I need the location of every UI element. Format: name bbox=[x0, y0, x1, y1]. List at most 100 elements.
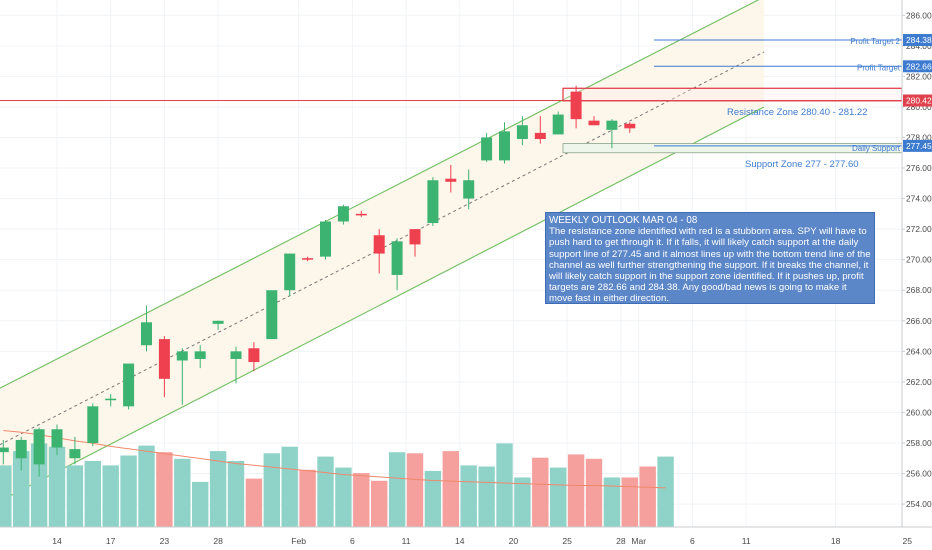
candle-body[interactable] bbox=[248, 348, 260, 363]
candle-body[interactable] bbox=[552, 114, 564, 135]
candle[interactable] bbox=[552, 111, 564, 135]
note-body: The resistance zone identified with red … bbox=[549, 226, 871, 304]
candle-body[interactable] bbox=[230, 351, 242, 359]
candle[interactable] bbox=[373, 229, 385, 274]
candle-body[interactable] bbox=[516, 125, 528, 140]
volume-bar bbox=[621, 477, 638, 527]
candle-body[interactable] bbox=[409, 229, 421, 245]
candle-body[interactable] bbox=[105, 398, 117, 401]
candle[interactable] bbox=[194, 345, 206, 369]
candle-body[interactable] bbox=[87, 406, 99, 443]
candle[interactable] bbox=[0, 439, 9, 465]
candle-body[interactable] bbox=[463, 180, 475, 199]
weekly-outlook-note[interactable]: WEEKLY OUTLOOK MAR 04 - 08 The resistanc… bbox=[545, 212, 875, 304]
volume-bar bbox=[317, 456, 334, 527]
volume-bar bbox=[209, 451, 227, 527]
candle-body[interactable] bbox=[391, 241, 403, 275]
time-axis[interactable]: 14 17 23 28 Feb 6 11 14 20 25 28 Mar 6 11 18 25 bbox=[0, 526, 932, 546]
candle-body[interactable] bbox=[481, 137, 493, 161]
volume-bar bbox=[263, 453, 280, 527]
candle-body[interactable] bbox=[445, 178, 457, 182]
resistance-zone[interactable] bbox=[562, 87, 903, 102]
candle-body[interactable] bbox=[373, 235, 385, 254]
candle-body[interactable] bbox=[588, 120, 600, 126]
candle[interactable] bbox=[284, 253, 296, 297]
candle-body[interactable] bbox=[606, 120, 618, 130]
candle-body[interactable] bbox=[499, 131, 510, 161]
volume-bars bbox=[0, 443, 674, 527]
candle-body[interactable] bbox=[355, 213, 367, 216]
candle[interactable] bbox=[230, 346, 242, 384]
candle[interactable] bbox=[355, 210, 367, 217]
annotations[interactable]: Profit Target 2 Profit Target Resistance Z… bbox=[727, 37, 901, 170]
candle-body[interactable] bbox=[284, 253, 296, 291]
candle[interactable] bbox=[212, 320, 224, 330]
candle-body[interactable] bbox=[194, 351, 206, 359]
price-tick-label: 272.00 bbox=[906, 224, 932, 234]
candle-body[interactable] bbox=[427, 180, 439, 224]
candle[interactable] bbox=[409, 229, 421, 257]
time-tick-label: 11 bbox=[402, 536, 411, 546]
candle-body[interactable] bbox=[337, 206, 349, 222]
candle[interactable] bbox=[69, 436, 81, 465]
candle-body[interactable] bbox=[33, 429, 45, 465]
candle[interactable] bbox=[123, 363, 135, 410]
candles[interactable] bbox=[0, 85, 636, 477]
candle[interactable] bbox=[337, 204, 349, 225]
support-zone-label: Support Zone 277 - 277.60 bbox=[745, 159, 859, 170]
price-tick-label: 260.00 bbox=[906, 407, 932, 417]
candle[interactable] bbox=[15, 436, 27, 471]
time-tick-label: 20 bbox=[509, 536, 519, 546]
candle-body[interactable] bbox=[51, 429, 63, 448]
moving-average-line bbox=[3, 429, 666, 489]
candle[interactable] bbox=[391, 238, 403, 291]
candle-body[interactable] bbox=[266, 290, 278, 340]
candle-body[interactable] bbox=[158, 339, 170, 379]
candle[interactable] bbox=[266, 290, 278, 340]
candle[interactable] bbox=[427, 177, 439, 227]
candle-body[interactable] bbox=[15, 439, 27, 459]
candle-body[interactable] bbox=[141, 322, 152, 346]
candle-body[interactable] bbox=[570, 91, 582, 120]
candle[interactable] bbox=[176, 348, 188, 405]
candle-body[interactable] bbox=[0, 447, 9, 453]
candle[interactable] bbox=[248, 342, 260, 372]
candle[interactable] bbox=[481, 132, 493, 162]
candle-body[interactable] bbox=[69, 449, 81, 459]
price-tick-label: 256.00 bbox=[906, 469, 932, 479]
candle[interactable] bbox=[570, 85, 582, 129]
candle[interactable] bbox=[606, 119, 618, 149]
candle[interactable] bbox=[320, 219, 331, 260]
volume-bar bbox=[299, 469, 316, 527]
candle[interactable] bbox=[141, 305, 152, 352]
channel-upper-line[interactable] bbox=[0, 0, 764, 391]
candle[interactable] bbox=[534, 116, 546, 144]
price-axis[interactable]: 254.00 256.00 258.00 260.00 262.00 264.00 266.… bbox=[901, 0, 932, 550]
candle[interactable] bbox=[624, 122, 636, 133]
candle[interactable] bbox=[105, 394, 117, 407]
volume-bar bbox=[406, 453, 424, 527]
candle[interactable] bbox=[302, 256, 314, 262]
candle-body[interactable] bbox=[320, 221, 331, 257]
candle[interactable] bbox=[499, 122, 510, 164]
candle-body[interactable] bbox=[624, 123, 636, 129]
candle[interactable] bbox=[51, 424, 63, 456]
candle[interactable] bbox=[463, 169, 475, 210]
candle[interactable] bbox=[445, 164, 457, 193]
candle-body[interactable] bbox=[176, 351, 188, 361]
volume-bar bbox=[102, 465, 119, 527]
candle[interactable] bbox=[516, 116, 528, 146]
candle-body[interactable] bbox=[534, 132, 546, 140]
candle[interactable] bbox=[158, 336, 170, 398]
channel-lower-line[interactable] bbox=[0, 106, 765, 504]
price-tick-label: 270.00 bbox=[906, 255, 932, 265]
candle-body[interactable] bbox=[212, 320, 224, 324]
candle-body[interactable] bbox=[123, 363, 135, 407]
candle[interactable] bbox=[87, 403, 99, 447]
time-tick-label: 6 bbox=[690, 536, 695, 546]
candle[interactable] bbox=[588, 116, 600, 126]
candle[interactable] bbox=[33, 427, 45, 477]
resistance-zone-label: Resistance Zone 280.40 - 281.22 bbox=[727, 107, 867, 118]
candle-body[interactable] bbox=[302, 258, 314, 260]
profit-target-label: Profit Target bbox=[857, 63, 901, 72]
